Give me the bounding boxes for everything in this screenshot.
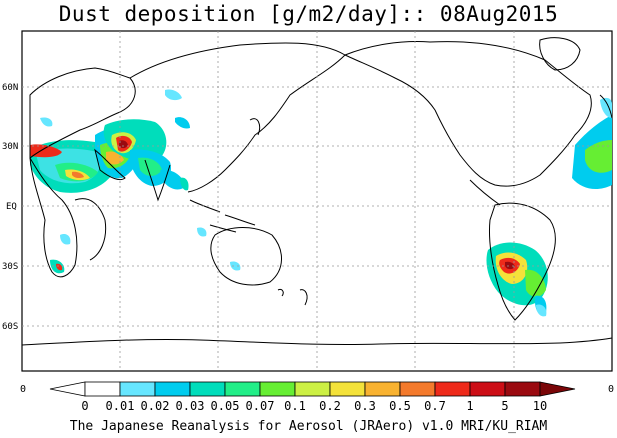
- lat-label: 30S: [2, 262, 18, 272]
- colorbar-cell: [154, 381, 191, 397]
- colorbar-cell: [364, 381, 401, 397]
- coast-central-america: [469, 179, 501, 206]
- colorbar-label: 0.7: [424, 399, 446, 413]
- colorbar-cell: [49, 381, 86, 397]
- colorbar-label: 0.5: [389, 399, 411, 413]
- coast-japan: [249, 118, 261, 136]
- lat-label: 30N: [2, 142, 18, 152]
- colorbar-label: 0.3: [354, 399, 376, 413]
- coast-europe: [29, 67, 136, 160]
- dust-blob: [175, 117, 190, 129]
- colorbar-cell: [189, 381, 226, 397]
- coast-greenland: [539, 37, 581, 71]
- dust-atlantic: [585, 140, 612, 173]
- colorbar-label: 0.03: [176, 399, 205, 413]
- dust-atlantic: [600, 97, 612, 118]
- colorbar-cell: [294, 381, 331, 397]
- edge-label-right: 0: [608, 384, 614, 395]
- dust-blob: [40, 117, 53, 127]
- colorbar-label: 0.07: [246, 399, 275, 413]
- coast-india: [144, 159, 171, 202]
- colorbar-cell: [119, 381, 156, 397]
- dust-field: [30, 89, 612, 317]
- coast-africa: [29, 157, 78, 278]
- colorbar-label: 0.05: [211, 399, 240, 413]
- colorbar-label: 0.1: [284, 399, 306, 413]
- colorbar-cell: [224, 381, 261, 397]
- map-panel: [21, 30, 613, 372]
- coast-north-america: [344, 41, 592, 187]
- coast-south-america: [489, 202, 556, 321]
- dust-blob: [60, 234, 71, 245]
- map-title: Dust deposition [g/m2/day]:: 08Aug2015: [58, 2, 559, 26]
- colorbar-label: 1: [466, 399, 473, 413]
- lat-labels: 60N 30N EQ 30S 60S: [2, 83, 18, 332]
- dust-blob: [197, 227, 207, 237]
- coast-asia: [129, 42, 346, 193]
- colorbar-labels: 0 0.01 0.02 0.03 0.05 0.07 0.1 0.2 0.3 0.5 0.7 1 5 10: [81, 399, 547, 413]
- colorbar-cell: [259, 381, 296, 397]
- colorbar-label: 5: [501, 399, 508, 413]
- dust-blob: [230, 261, 241, 271]
- lat-label: 60N: [2, 83, 18, 93]
- edge-label-left: 0: [20, 384, 26, 395]
- coast-australia: [210, 227, 282, 286]
- graticule: [22, 31, 612, 371]
- colorbar-cell: [539, 381, 576, 397]
- dust-blob: [56, 263, 63, 271]
- colorbar: 0 0.01 0.02 0.03 0.05 0.07 0.1 0.2 0.3 0.5 0.7 1 5 10: [49, 381, 576, 413]
- lat-label: EQ: [6, 202, 17, 212]
- coast-antarctica: [21, 337, 613, 346]
- coast-arabia: [94, 148, 126, 181]
- coast-new-zealand: [299, 289, 308, 306]
- colorbar-cell: [329, 381, 366, 397]
- dust-blob: [165, 89, 182, 101]
- lat-label: 60S: [2, 322, 18, 332]
- colorbar-label: 0.02: [141, 399, 170, 413]
- colorbar-cell: [399, 381, 436, 397]
- colorbar-label: 0.2: [319, 399, 341, 413]
- coast-africa-east: [74, 198, 107, 261]
- colorbar-cell: [84, 381, 121, 397]
- coastlines: [21, 37, 613, 346]
- coast-tasmania: [277, 289, 284, 297]
- colorbar-label: 0.01: [106, 399, 135, 413]
- colorbar-cell: [434, 381, 471, 397]
- footer-credit: The Japanese Reanalysis for Aerosol (JRA…: [69, 419, 548, 434]
- colorbar-cell: [469, 381, 506, 397]
- dust-sahara: [30, 140, 115, 193]
- coast-indonesia: [189, 199, 256, 233]
- colorbar-label: 10: [533, 399, 547, 413]
- colorbar-cells: [49, 381, 576, 397]
- coast-europe-east: [599, 94, 613, 119]
- colorbar-label: 0: [81, 399, 88, 413]
- colorbar-cell: [504, 381, 541, 397]
- dust-south-america: [486, 242, 548, 317]
